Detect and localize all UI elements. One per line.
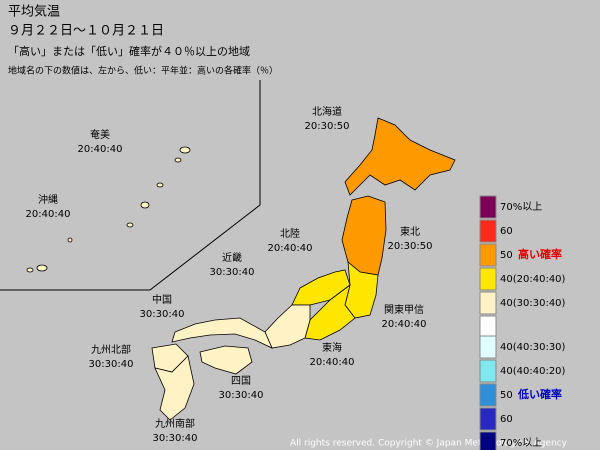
legend-swatch — [479, 195, 497, 219]
region-area — [154, 355, 195, 421]
region-name: 北海道 — [312, 105, 342, 118]
islands — [26, 146, 191, 273]
region-probs: 30:30:40 — [140, 309, 185, 320]
region-name: 北陸 — [280, 227, 300, 240]
region-name: 九州北部 — [91, 343, 131, 356]
region-area — [171, 317, 273, 349]
note: 地域名の下の数値は、左から、低い：平年並：高いの各確率（％） — [8, 65, 278, 77]
legend-label: 70%以上 — [500, 437, 542, 449]
land — [151, 117, 456, 421]
region-name: 近畿 — [222, 251, 242, 264]
legend-swatch — [479, 383, 497, 407]
region-name: 関東甲信 — [384, 303, 424, 316]
title: 平均気温 — [8, 4, 60, 20]
region-name: 九州南部 — [155, 417, 195, 430]
legend-low-label: 低い確率 — [517, 387, 562, 401]
region-area — [199, 345, 253, 375]
legend-label: 40(40:40:20) — [500, 366, 566, 377]
legend-label: 60 — [500, 414, 513, 425]
legend-swatch — [479, 243, 497, 267]
region-name: 奄美 — [90, 128, 110, 141]
legend-swatch — [479, 219, 497, 243]
region-name: 東北 — [400, 225, 420, 238]
legend-swatch — [479, 359, 497, 383]
region-name: 東海 — [322, 341, 342, 354]
region-area — [344, 117, 456, 196]
legend-swatch — [479, 315, 497, 339]
region-probs: 20:40:40 — [268, 243, 313, 254]
legend-swatch — [479, 267, 497, 291]
region-area — [264, 304, 311, 349]
region-probs: 30:30:40 — [153, 433, 198, 444]
legend-label: 40(30:30:40) — [500, 298, 566, 309]
region-probs: 30:30:40 — [210, 267, 255, 278]
footer: All rights reserved. Copyright © Japan M… — [290, 439, 568, 449]
legend-label: 40(40:30:30) — [500, 342, 566, 353]
region-probs: 20:30:50 — [305, 121, 350, 132]
region-probs: 30:30:40 — [219, 390, 264, 401]
subtitle: 「高い」または「低い」確率が４０％以上の地域 — [8, 44, 250, 58]
region-probs: 20:40:40 — [382, 319, 427, 330]
legend-swatch — [479, 291, 497, 315]
legend-label: 40(20:40:40) — [500, 274, 566, 285]
period: ９月２２日～１０月２１日 — [8, 24, 164, 39]
legend-label: 50 — [500, 390, 513, 401]
inset-border — [0, 80, 261, 291]
region-name: 四国 — [231, 375, 251, 387]
legend-label: 50 — [500, 250, 513, 261]
legend-swatch — [479, 407, 497, 431]
region-probs: 20:40:40 — [26, 209, 71, 220]
region-probs: 20:40:40 — [310, 357, 355, 368]
region-name: 中国 — [152, 293, 172, 306]
region-probs: 20:30:50 — [388, 241, 433, 252]
legend-swatch — [479, 431, 497, 450]
legend-high-label: 高い確率 — [518, 247, 562, 261]
legend-label: 60 — [500, 226, 513, 237]
region-name: 沖縄 — [38, 193, 58, 206]
region-probs: 30:30:40 — [89, 359, 134, 370]
legend-swatch — [479, 335, 497, 359]
legend-label: 70%以上 — [500, 201, 542, 213]
region-probs: 20:40:40 — [78, 144, 123, 155]
